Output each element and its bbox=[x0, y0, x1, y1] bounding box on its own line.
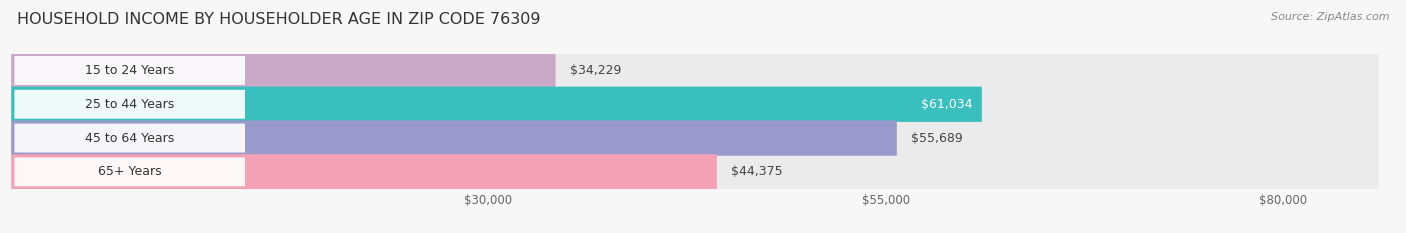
Text: $61,034: $61,034 bbox=[921, 98, 973, 111]
FancyBboxPatch shape bbox=[11, 154, 717, 189]
FancyBboxPatch shape bbox=[11, 116, 1379, 160]
FancyBboxPatch shape bbox=[11, 83, 1379, 126]
FancyBboxPatch shape bbox=[11, 53, 555, 88]
FancyBboxPatch shape bbox=[14, 56, 245, 85]
FancyBboxPatch shape bbox=[14, 90, 245, 119]
FancyBboxPatch shape bbox=[11, 150, 1379, 193]
Text: 45 to 64 Years: 45 to 64 Years bbox=[86, 132, 174, 144]
FancyBboxPatch shape bbox=[14, 157, 245, 186]
FancyBboxPatch shape bbox=[11, 87, 981, 122]
Text: $44,375: $44,375 bbox=[731, 165, 783, 178]
Text: Source: ZipAtlas.com: Source: ZipAtlas.com bbox=[1271, 12, 1389, 22]
FancyBboxPatch shape bbox=[11, 120, 897, 156]
FancyBboxPatch shape bbox=[11, 49, 1379, 92]
Text: $55,689: $55,689 bbox=[911, 132, 963, 144]
Text: 65+ Years: 65+ Years bbox=[98, 165, 162, 178]
Text: 25 to 44 Years: 25 to 44 Years bbox=[86, 98, 174, 111]
Text: HOUSEHOLD INCOME BY HOUSEHOLDER AGE IN ZIP CODE 76309: HOUSEHOLD INCOME BY HOUSEHOLDER AGE IN Z… bbox=[17, 12, 540, 27]
FancyBboxPatch shape bbox=[14, 123, 245, 153]
Text: $34,229: $34,229 bbox=[569, 64, 621, 77]
Text: 15 to 24 Years: 15 to 24 Years bbox=[86, 64, 174, 77]
